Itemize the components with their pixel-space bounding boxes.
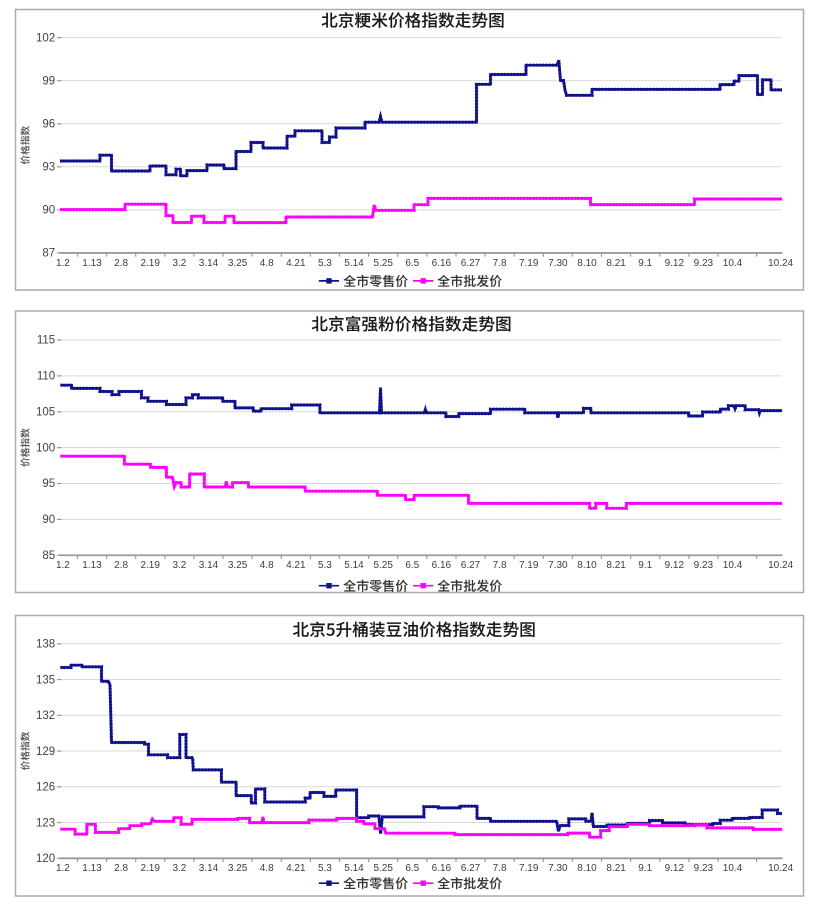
svg-text:4.21: 4.21	[286, 863, 306, 874]
svg-text:5.3: 5.3	[318, 863, 332, 874]
svg-text:3.14: 3.14	[199, 560, 219, 571]
svg-text:3.2: 3.2	[172, 560, 186, 571]
svg-text:7.30: 7.30	[548, 258, 568, 269]
svg-text:10.4: 10.4	[723, 863, 743, 874]
svg-text:10.4: 10.4	[723, 560, 743, 571]
svg-text:1.2: 1.2	[56, 863, 70, 874]
svg-text:8.21: 8.21	[606, 258, 626, 269]
svg-text:2.19: 2.19	[140, 863, 160, 874]
svg-text:1.13: 1.13	[82, 258, 102, 269]
svg-text:4.8: 4.8	[260, 863, 274, 874]
svg-text:5.25: 5.25	[373, 863, 393, 874]
svg-text:3.25: 3.25	[228, 258, 248, 269]
svg-text:5.3: 5.3	[318, 258, 332, 269]
svg-text:7.8: 7.8	[493, 560, 507, 571]
svg-text:93: 93	[42, 162, 55, 174]
svg-text:102: 102	[36, 32, 55, 44]
svg-text:110: 110	[37, 371, 55, 383]
svg-text:95: 95	[42, 478, 55, 490]
svg-text:7.8: 7.8	[493, 258, 507, 269]
svg-text:105: 105	[36, 406, 55, 418]
svg-text:90: 90	[42, 514, 55, 526]
svg-text:1.13: 1.13	[82, 863, 102, 874]
svg-text:129: 129	[36, 746, 55, 758]
svg-text:4.8: 4.8	[260, 258, 274, 269]
svg-text:6.5: 6.5	[405, 258, 419, 269]
svg-text:5.25: 5.25	[373, 560, 393, 571]
svg-text:2.19: 2.19	[140, 258, 160, 269]
svg-text:7.30: 7.30	[548, 560, 568, 571]
svg-text:8.21: 8.21	[606, 560, 626, 571]
svg-text:3.14: 3.14	[199, 863, 219, 874]
svg-text:85: 85	[42, 550, 55, 562]
svg-text:120: 120	[36, 853, 55, 865]
svg-text:6.5: 6.5	[405, 863, 419, 874]
svg-text:8.10: 8.10	[577, 863, 597, 874]
svg-text:7.19: 7.19	[519, 258, 539, 269]
svg-text:5.14: 5.14	[344, 258, 364, 269]
svg-text:87: 87	[42, 248, 55, 260]
svg-text:1.13: 1.13	[82, 560, 102, 571]
svg-text:4.21: 4.21	[286, 560, 306, 571]
svg-text:3.25: 3.25	[228, 560, 248, 571]
svg-text:2.8: 2.8	[114, 560, 128, 571]
svg-text:3.25: 3.25	[228, 863, 248, 874]
svg-text:9.12: 9.12	[665, 258, 685, 269]
svg-text:138: 138	[36, 639, 55, 651]
svg-text:9.1: 9.1	[638, 258, 652, 269]
svg-text:9.23: 9.23	[694, 258, 714, 269]
svg-text:3.2: 3.2	[172, 258, 186, 269]
svg-text:4.21: 4.21	[286, 258, 306, 269]
svg-text:123: 123	[36, 817, 55, 829]
svg-text:7.30: 7.30	[548, 863, 568, 874]
svg-text:6.27: 6.27	[461, 258, 481, 269]
svg-text:5.14: 5.14	[344, 863, 364, 874]
svg-text:10.24: 10.24	[768, 560, 793, 571]
svg-text:2.19: 2.19	[140, 560, 160, 571]
svg-text:3.14: 3.14	[199, 258, 219, 269]
svg-text:126: 126	[36, 782, 55, 794]
svg-text:3.2: 3.2	[172, 863, 186, 874]
svg-text:6.16: 6.16	[432, 258, 452, 269]
svg-text:8.10: 8.10	[577, 258, 597, 269]
svg-text:7.19: 7.19	[519, 560, 539, 571]
svg-text:10.24: 10.24	[768, 258, 793, 269]
svg-text:5.25: 5.25	[373, 258, 393, 269]
svg-text:6.5: 6.5	[405, 560, 419, 571]
svg-text:10.24: 10.24	[768, 863, 793, 874]
svg-text:9.12: 9.12	[665, 863, 685, 874]
svg-text:5.14: 5.14	[344, 560, 364, 571]
svg-text:9.12: 9.12	[665, 560, 685, 571]
svg-text:96: 96	[42, 118, 55, 130]
svg-text:99: 99	[42, 75, 55, 87]
svg-text:9.1: 9.1	[638, 560, 652, 571]
svg-text:8.21: 8.21	[606, 863, 626, 874]
svg-text:6.16: 6.16	[432, 863, 452, 874]
svg-text:8.10: 8.10	[577, 560, 597, 571]
svg-text:135: 135	[36, 674, 55, 686]
svg-text:9.1: 9.1	[638, 863, 652, 874]
svg-text:4.8: 4.8	[260, 560, 274, 571]
svg-text:90: 90	[42, 205, 55, 217]
svg-text:1.2: 1.2	[56, 560, 70, 571]
svg-text:2.8: 2.8	[114, 863, 128, 874]
svg-text:9.23: 9.23	[694, 560, 714, 571]
svg-text:9.23: 9.23	[694, 863, 714, 874]
svg-text:6.27: 6.27	[461, 560, 481, 571]
svg-text:115: 115	[37, 335, 55, 347]
svg-text:10.4: 10.4	[723, 258, 743, 269]
svg-text:1.2: 1.2	[56, 258, 70, 269]
svg-text:6.16: 6.16	[432, 560, 452, 571]
svg-text:5.3: 5.3	[318, 560, 332, 571]
svg-text:6.27: 6.27	[461, 863, 481, 874]
svg-text:2.8: 2.8	[114, 258, 128, 269]
svg-text:132: 132	[36, 710, 55, 722]
svg-text:100: 100	[36, 442, 55, 454]
svg-text:7.19: 7.19	[519, 863, 539, 874]
svg-text:7.8: 7.8	[493, 863, 507, 874]
